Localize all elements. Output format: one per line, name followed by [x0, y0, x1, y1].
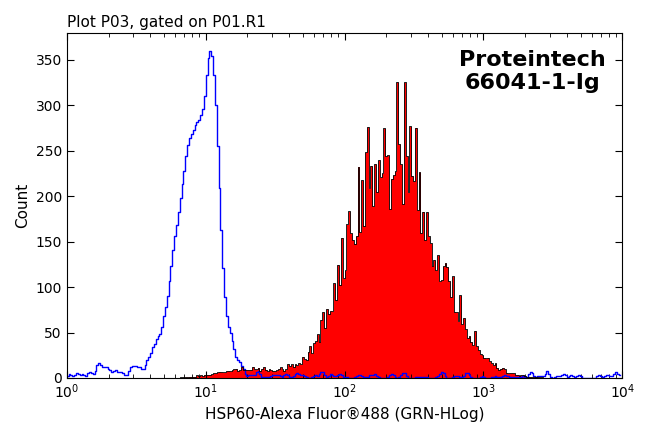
X-axis label: HSP60-Alexa Fluor®488 (GRN-HLog): HSP60-Alexa Fluor®488 (GRN-HLog): [205, 407, 484, 422]
Text: Proteintech
66041-1-Ig: Proteintech 66041-1-Ig: [459, 50, 606, 93]
Y-axis label: Count: Count: [15, 183, 30, 228]
Text: Plot P03, gated on P01.R1: Plot P03, gated on P01.R1: [67, 15, 266, 30]
